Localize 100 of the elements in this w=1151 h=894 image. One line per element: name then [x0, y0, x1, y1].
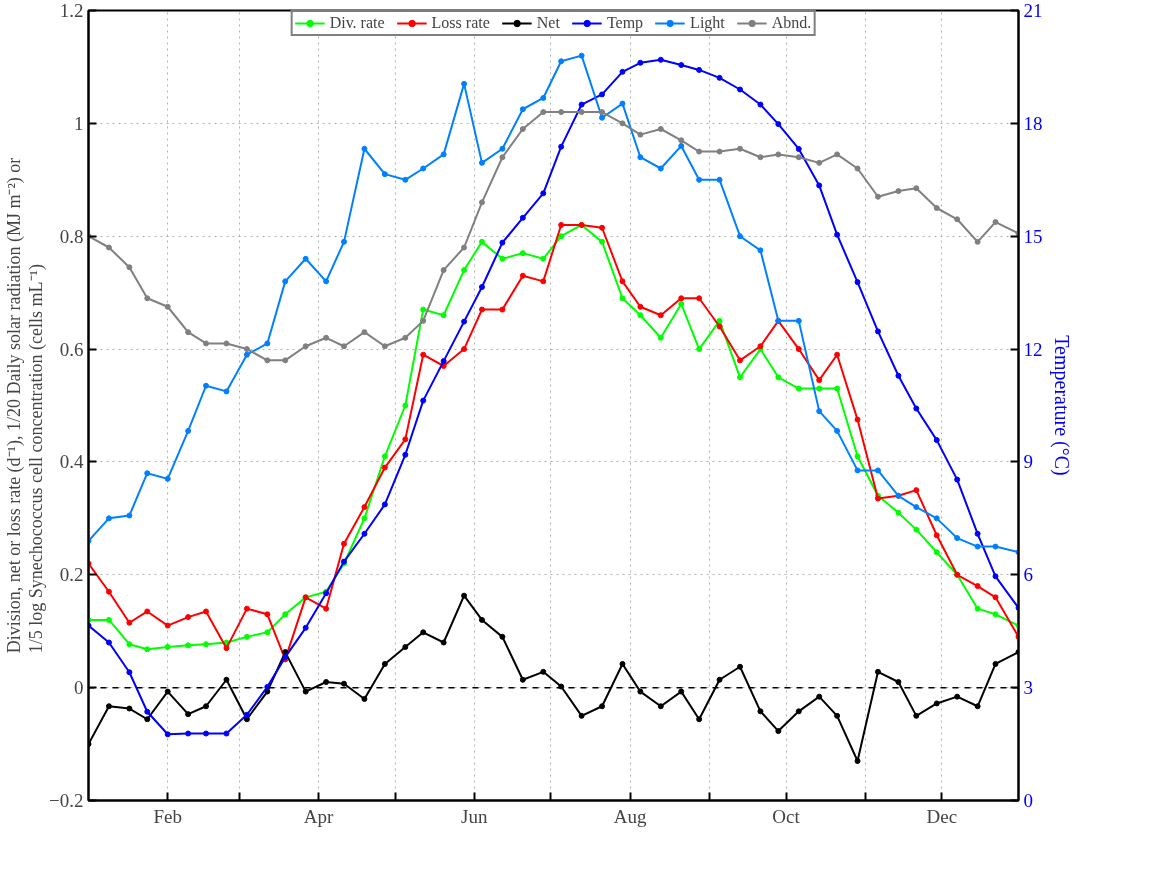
point: [599, 238, 606, 245]
point: [854, 279, 861, 286]
point: [461, 267, 468, 274]
point: [558, 58, 565, 65]
point: [696, 295, 703, 302]
legend-label: Div. rate: [329, 14, 385, 32]
point: [775, 374, 782, 381]
point: [816, 377, 823, 384]
point: [144, 716, 151, 723]
y-tick-label: 0: [74, 677, 84, 699]
point: [992, 219, 999, 226]
x-tick-label: Apr: [303, 805, 334, 827]
point: [558, 109, 565, 116]
point: [126, 669, 133, 676]
point: [954, 476, 961, 483]
point: [834, 351, 841, 358]
point: [854, 758, 861, 764]
point: [164, 475, 171, 482]
point: [737, 663, 744, 670]
point: [619, 278, 626, 285]
point: [974, 605, 981, 612]
point: [895, 679, 902, 685]
point: [775, 728, 782, 735]
point: [599, 703, 606, 710]
point: [678, 300, 685, 307]
y-tick-label: 1.2: [59, 0, 84, 21]
point: [264, 611, 271, 618]
point: [716, 148, 723, 155]
point: [185, 711, 192, 718]
point: [578, 101, 585, 108]
point: [282, 649, 289, 656]
point: [402, 176, 409, 183]
point: [302, 688, 309, 695]
point: [420, 306, 427, 313]
point: [954, 693, 961, 700]
point: [716, 323, 723, 330]
point: [540, 255, 547, 262]
point: [737, 145, 744, 152]
point: [854, 467, 861, 474]
point: [478, 616, 485, 623]
point: [264, 683, 271, 690]
x-tick-label: Oct: [772, 805, 801, 827]
point: [519, 126, 526, 132]
point: [913, 526, 920, 533]
point: [164, 622, 171, 629]
point: [933, 515, 940, 522]
point: [854, 416, 861, 423]
point: [716, 317, 723, 324]
point: [402, 644, 409, 651]
point: [795, 708, 802, 715]
point: [381, 171, 388, 178]
point: [144, 646, 151, 653]
point: [420, 351, 427, 358]
point: [203, 608, 210, 615]
point: [144, 708, 151, 715]
y2-tick-label: 12: [1023, 338, 1043, 360]
point: [933, 549, 940, 556]
x-tick-label: Feb: [153, 805, 182, 827]
y2-tick-label: 18: [1023, 112, 1043, 134]
y2-tick-label: 15: [1023, 225, 1043, 247]
point: [461, 592, 468, 599]
legend-label: Abnd.: [771, 14, 812, 32]
point: [302, 624, 309, 631]
legend-label: Light: [690, 14, 725, 32]
point: [974, 238, 981, 245]
point: [282, 357, 289, 364]
point: [795, 385, 802, 392]
point: [696, 148, 703, 155]
point: [992, 594, 999, 601]
y-tick-label: 0.6: [59, 338, 84, 360]
point: [264, 357, 271, 364]
point: [282, 278, 289, 285]
point: [558, 143, 565, 150]
point: [619, 100, 626, 107]
point: [381, 464, 388, 471]
point: [657, 334, 664, 341]
point: [223, 730, 230, 737]
point: [361, 145, 368, 152]
point: [619, 120, 626, 127]
point: [657, 126, 664, 132]
point: [637, 688, 644, 695]
point: [578, 109, 585, 116]
point: [757, 154, 764, 161]
point: [126, 512, 133, 519]
point: [323, 605, 330, 612]
point: [302, 343, 309, 350]
y-tick-label: 0.2: [59, 564, 84, 586]
point: [223, 388, 230, 395]
point: [992, 543, 999, 550]
point: [834, 427, 841, 434]
point: [974, 543, 981, 550]
point: [657, 703, 664, 710]
point: [795, 145, 802, 152]
point: [519, 676, 526, 683]
point: [637, 131, 644, 138]
point: [992, 660, 999, 667]
point: [895, 188, 902, 195]
y2-tick-label: 0: [1023, 790, 1033, 811]
point: [185, 329, 192, 336]
point: [519, 106, 526, 113]
